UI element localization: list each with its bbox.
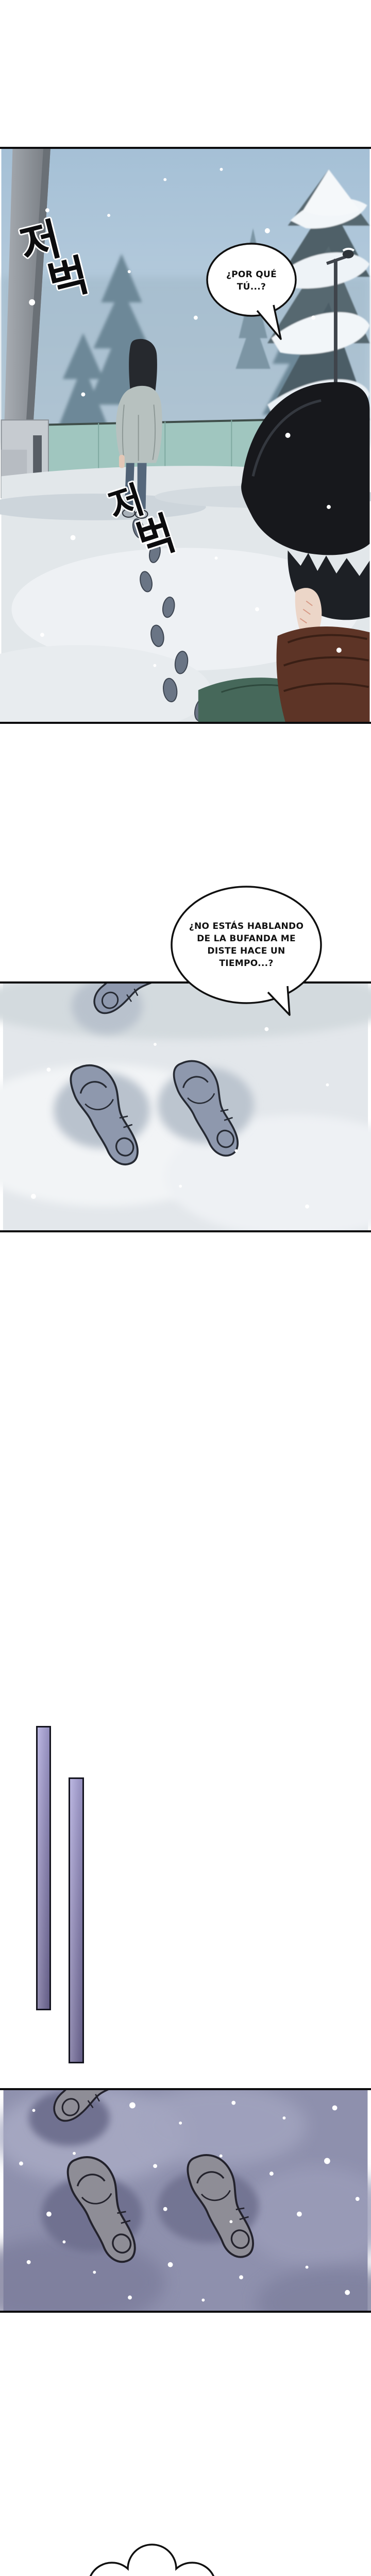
transition-bar [36,1726,51,2010]
footprint [157,1050,258,1163]
snowflakes [29,167,342,667]
panel-footprints-night [0,2088,371,2313]
snow-yard-art [0,149,371,722]
speech-bubble-maldita: MALDITA X... ¡¿NO DIJISTE QUE REGRESARÍA… [69,2544,235,2576]
bubble-text-line: ¿POR QUÉ [226,269,277,280]
footprint [54,1054,159,1172]
transition-bar [69,1777,84,2063]
gray-pillar [1,149,50,499]
bucket-hat [241,382,370,555]
bubble-text-line: TIEMPO...? [219,958,274,969]
snowflakes [31,1027,329,1209]
bubble-text-line: DISTE HACE UN [207,946,285,956]
street-lamp [326,247,355,431]
footprint [158,2144,275,2264]
panel-footprints-day [0,981,371,1232]
snowflakes [19,2100,360,2302]
speech-bubble-why-you: ¿POR QUÉ TÚ...? [206,242,297,340]
night-footprints-art [0,2090,371,2311]
bubble-shape [171,886,322,1016]
scarf [276,626,370,722]
walking-person [116,338,162,519]
panel-snow-yard: 저 벅 저 벅 [0,147,371,724]
footprint [28,2090,147,2146]
foreground-person [198,382,370,722]
speech-bubble-scarf-question: ¿NO ESTÁS HABLANDO DE LA BUFANDA ME DIST… [170,885,323,1016]
footprint [71,984,185,1035]
bubble-text-line: DE LA BUFANDA ME [197,933,296,944]
footprints-art [0,984,371,1230]
bubble-text-line: TÚ...? [237,282,266,292]
bubble-shape [89,2544,215,2576]
footprint [41,2146,158,2269]
bubble-shape [206,243,297,340]
bubble-text-line: ¿NO ESTÁS HABLANDO [189,921,304,931]
